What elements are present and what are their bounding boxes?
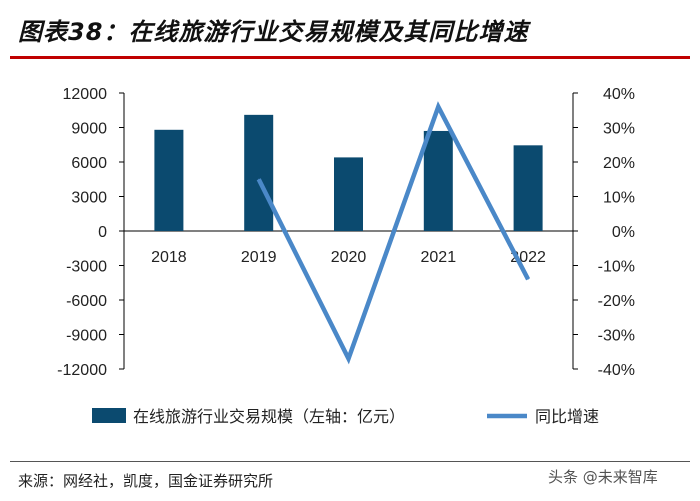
- legend-label-line: 同比增速: [535, 408, 599, 426]
- right-tick-label: 20%: [603, 155, 635, 172]
- right-tick-label: -20%: [598, 293, 635, 310]
- left-tick-label: -3000: [66, 259, 107, 276]
- left-tick-label: -12000: [57, 362, 107, 379]
- left-tick-label: -6000: [66, 293, 107, 310]
- x-tick-label: 2018: [151, 249, 187, 266]
- title-divider: [10, 56, 690, 59]
- left-tick-label: 9000: [71, 121, 107, 138]
- bar-2020: [334, 157, 363, 231]
- legend-swatch-bar: [92, 408, 126, 423]
- chart: 12000 9000 6000 3000 0 -3000 -6000 -9000 -12000 4…: [57, 86, 635, 426]
- x-tick-labels: 2018 2019 2020 2021 2022: [151, 249, 546, 266]
- left-tick-label: 6000: [71, 155, 107, 172]
- legend-label-bar: 在线旅游行业交易规模（左轴：亿元）: [133, 408, 405, 426]
- bar-2019: [244, 114, 274, 231]
- left-tick-label: -9000: [66, 328, 107, 345]
- right-tick-label: -30%: [598, 328, 635, 345]
- right-tick-label: 0%: [612, 224, 635, 241]
- right-tick-label: 10%: [603, 190, 635, 207]
- x-tick-label: 2021: [421, 249, 457, 266]
- x-tick-label: 2020: [331, 249, 367, 266]
- chart-title: 图表38：在线旅游行业交易规模及其同比增速: [18, 18, 529, 46]
- title-area: 图表38：在线旅游行业交易规模及其同比增速: [0, 0, 700, 62]
- growth-point: [527, 278, 529, 280]
- x-tick-label: 2019: [241, 249, 277, 266]
- right-tick-label: -40%: [598, 362, 635, 379]
- growth-point: [437, 106, 439, 108]
- growth-line-layer: [256, 101, 531, 365]
- bar-2021: [423, 130, 453, 231]
- left-tick-label: 3000: [71, 190, 107, 207]
- bar-2022: [513, 145, 543, 231]
- right-tick-label: 30%: [603, 121, 635, 138]
- growth-point: [258, 178, 260, 180]
- bar-2018: [154, 129, 184, 231]
- growth-point: [348, 358, 349, 360]
- right-tick-label: -10%: [598, 259, 635, 276]
- axes-layer: 12000 9000 6000 3000 0 -3000 -6000 -9000 -12000 4…: [57, 86, 635, 379]
- left-tick-label: 0: [98, 224, 107, 241]
- bars-layer: [154, 114, 543, 231]
- growth-line: [256, 101, 531, 365]
- legend: 在线旅游行业交易规模（左轴：亿元） 同比增速: [92, 408, 599, 426]
- source-divider: [10, 461, 690, 462]
- right-tick-label: 40%: [603, 86, 635, 103]
- watermark: 头条 @未来智库: [548, 468, 658, 486]
- left-tick-label: 12000: [63, 86, 108, 103]
- source-note: 来源：网经社，凯度，国金证券研究所: [18, 472, 274, 490]
